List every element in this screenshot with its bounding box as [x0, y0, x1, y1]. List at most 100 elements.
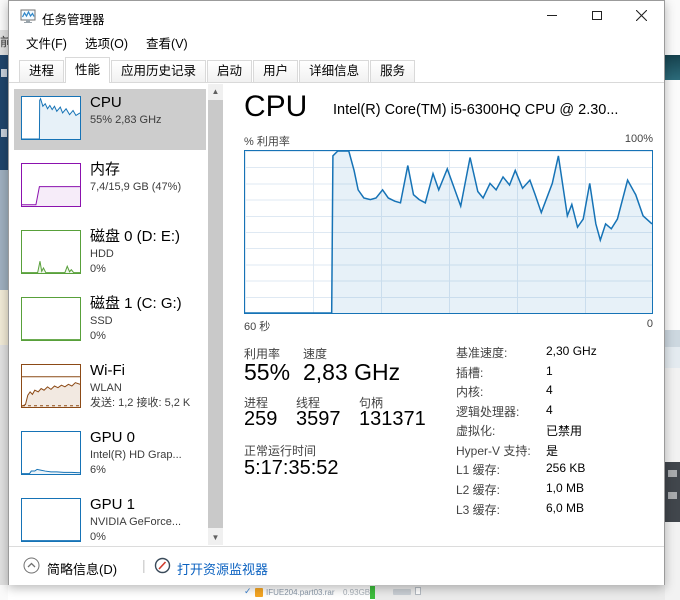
stat-value-speed: 2,83 GHz	[303, 359, 401, 385]
left-strip-segment	[0, 290, 8, 345]
sidebar-item-subtitle: WLAN	[90, 382, 122, 394]
tab-users[interactable]: 用户	[253, 60, 299, 82]
tab-startup[interactable]: 启动	[207, 60, 253, 82]
chart-top-labels: % 利用率 100%	[244, 133, 653, 149]
stat-label-utilization: 利用率	[244, 347, 281, 361]
sidebar-item-subtitle: SSD	[90, 315, 113, 327]
right-strip-segment	[665, 0, 680, 55]
chart-bottom-labels: 60 秒 0	[244, 318, 653, 334]
stat-value-handles: 131371	[359, 408, 426, 430]
sidebar-item-title: Wi-Fi	[90, 362, 125, 379]
sidebar-item-gpu1[interactable]: GPU 1 NVIDIA GeForce... 0%	[14, 491, 206, 546]
menu-bar: 文件(F) 选项(O) 查看(V)	[9, 31, 664, 57]
document-icon	[415, 587, 421, 595]
background-file-row: ✓ IFUE204.part03.rar 0.93GB	[8, 585, 665, 600]
sidebar-item-subtitle: 0%	[90, 531, 106, 543]
maximize-icon	[591, 11, 602, 20]
tab-details[interactable]: 详细信息	[299, 60, 370, 82]
window-title: 任务管理器	[42, 13, 105, 27]
detail-row-base-speed: 基准速度: 2,30 GHz	[456, 344, 597, 360]
sidebar-item-memory[interactable]: 内存 7,4/15,9 GB (47%)	[14, 156, 206, 217]
title-bar[interactable]: 任务管理器	[9, 1, 664, 31]
tab-processes[interactable]: 进程	[19, 60, 65, 82]
disk1-mini-chart	[21, 297, 81, 341]
sidebar-item-disk1[interactable]: 磁盘 1 (C: G:) SSD 0%	[14, 290, 206, 351]
sidebar-item-subtitle: Intel(R) HD Grap...	[90, 449, 182, 461]
sidebar-item-subtitle: 0%	[90, 330, 106, 342]
menu-file[interactable]: 文件(F)	[26, 37, 67, 51]
task-manager-app-icon	[20, 9, 36, 23]
check-icon: ✓	[244, 586, 252, 596]
detail-row-l3-cache: L3 缓存: 6,0 MB	[456, 500, 585, 517]
stat-label-uptime: 正常运行时间	[244, 444, 317, 458]
maximize-button[interactable]	[574, 1, 619, 30]
sidebar-item-title: 内存	[90, 161, 121, 178]
left-strip-text-fragment: 前	[0, 35, 8, 49]
task-manager-window: 任务管理器 文件(F) 选项(O) 查看(V) 进程 性能 应用历史记录 启动 …	[8, 0, 665, 585]
scrollbar-thumb[interactable]	[208, 100, 223, 528]
right-strip-segment	[665, 462, 680, 522]
tab-services[interactable]: 服务	[370, 60, 416, 82]
sidebar-item-subtitle: 发送: 1,2 接收: 5,2 K	[90, 397, 191, 409]
y-axis-label: % 利用率	[244, 136, 290, 148]
sidebar-item-title: 磁盘 1 (C: G:)	[90, 295, 182, 312]
detail-row-sockets: 插槽: 1	[456, 363, 553, 380]
minimize-button[interactable]	[529, 1, 574, 30]
file-icon	[255, 588, 263, 597]
left-strip-segment	[0, 55, 8, 170]
background-file-name: IFUE204.part03.rar	[266, 588, 335, 597]
sidebar-item-subtitle: 6%	[90, 464, 106, 476]
chevron-up-icon[interactable]	[23, 557, 40, 574]
progress-bar	[370, 586, 375, 599]
open-resource-monitor-link[interactable]: 打开资源监视器	[177, 562, 269, 577]
detail-row-logical-processors: 逻辑处理器: 4	[456, 402, 553, 419]
menu-view[interactable]: 查看(V)	[146, 37, 188, 51]
resource-monitor-gauge-icon[interactable]	[154, 557, 171, 574]
stat-label-processes: 进程	[244, 396, 269, 410]
x-axis-right-label: 0	[646, 318, 653, 330]
scroll-down-icon[interactable]: ▼	[211, 533, 220, 542]
sidebar-item-subtitle: 55% 2,83 GHz	[90, 114, 162, 126]
right-strip-segment	[665, 80, 680, 330]
x-axis-left-label: 60 秒	[244, 321, 271, 333]
sidebar-item-disk0[interactable]: 磁盘 0 (D: E:) HDD 0%	[14, 223, 206, 284]
sidebar-item-subtitle: NVIDIA GeForce...	[90, 516, 182, 528]
wifi-mini-chart	[21, 364, 81, 408]
stat-label-threads: 线程	[296, 396, 321, 410]
sidebar-item-cpu[interactable]: CPU 55% 2,83 GHz	[14, 89, 206, 150]
minimize-icon	[546, 15, 557, 16]
gpu1-mini-chart	[21, 498, 81, 542]
close-icon	[636, 10, 647, 21]
stat-value-utilization: 55%	[244, 359, 291, 385]
close-button[interactable]	[619, 1, 664, 30]
stat-label-speed: 速度	[303, 347, 328, 361]
sidebar-item-subtitle: HDD	[90, 248, 114, 260]
sidebar-item-wifi[interactable]: Wi-Fi WLAN 发送: 1,2 接收: 5,2 K	[14, 357, 206, 418]
cpu-model-subtitle: Intel(R) Core(TM) i5-6300HQ CPU @ 2.30..…	[333, 102, 619, 118]
memory-mini-chart	[21, 163, 81, 207]
sidebar-item-title: CPU	[90, 94, 122, 111]
tab-app-history[interactable]: 应用历史记录	[111, 60, 207, 82]
background-file-size: 0.93GB	[343, 588, 371, 597]
footer-separator: |	[142, 557, 146, 573]
cpu-details-list: 基准速度: 2,30 GHz 插槽: 1 内核: 4 逻辑处理器: 4 虚拟化: 已禁用 …	[456, 344, 656, 520]
cpu-utilization-chart	[244, 150, 653, 314]
left-strip-segment	[0, 585, 8, 600]
tab-strip: 进程 性能 应用历史记录 启动 用户 详细信息 服务	[9, 57, 664, 83]
menu-options[interactable]: 选项(O)	[84, 37, 129, 51]
scroll-up-icon[interactable]: ▲	[211, 87, 220, 96]
stat-value-threads: 3597	[296, 408, 341, 430]
sidebar-item-gpu0[interactable]: GPU 0 Intel(R) HD Grap... 6%	[14, 424, 206, 485]
fewer-details-button[interactable]: 简略信息(D)	[47, 562, 118, 577]
gpu0-mini-chart	[21, 431, 81, 475]
detail-row-hyperv: Hyper-V 支持: 是	[456, 443, 559, 458]
y-axis-max-label: 100%	[624, 133, 653, 145]
right-strip-segment	[665, 55, 680, 80]
left-strip-segment	[0, 0, 8, 30]
background-strip-segment	[375, 585, 665, 600]
tab-performance[interactable]: 性能	[65, 57, 111, 83]
stat-label-handles: 句柄	[359, 396, 384, 410]
detail-row-virtualization: 虚拟化: 已禁用	[456, 424, 583, 439]
sidebar-scrollbar[interactable]: ▲ ▼	[208, 84, 223, 545]
detail-row-cores: 内核: 4	[456, 383, 553, 400]
